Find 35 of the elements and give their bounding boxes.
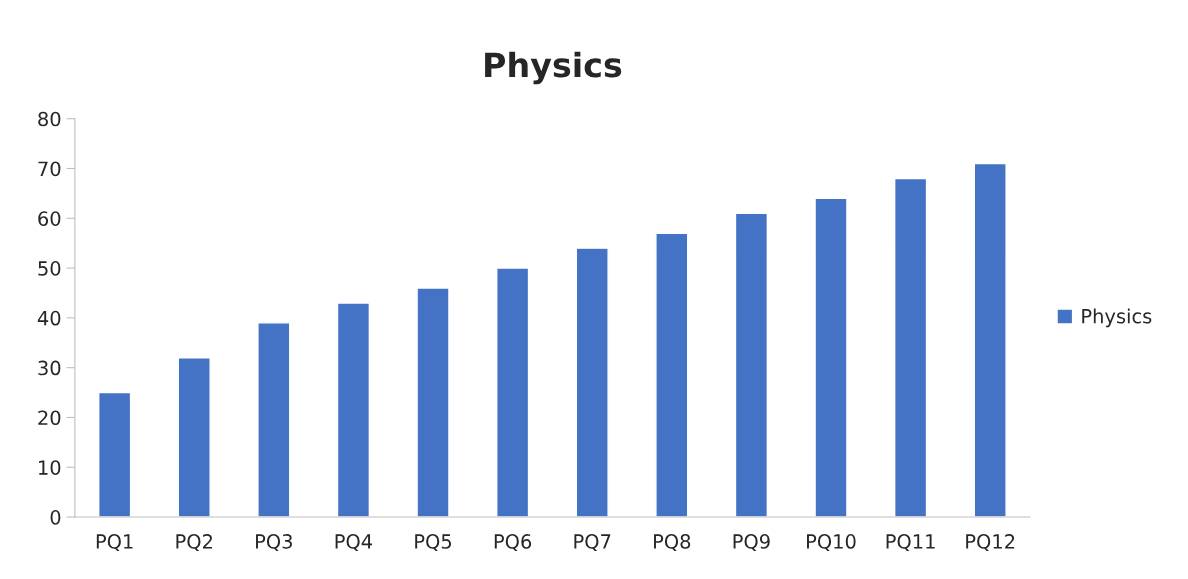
bar xyxy=(336,302,371,518)
bar xyxy=(177,357,211,518)
x-tick-label: PQ7 xyxy=(574,534,611,551)
x-tick-label: PQ8 xyxy=(654,534,691,551)
x-tick-label: PQ11 xyxy=(886,534,935,551)
x-tick-label: PQ10 xyxy=(807,534,856,551)
y-tick-label: 70 xyxy=(38,161,61,177)
x-tick-label: PQ3 xyxy=(256,534,292,551)
bar xyxy=(575,247,609,518)
x-tick-label: PQ9 xyxy=(733,534,770,551)
x-tick-label: PQ1 xyxy=(96,534,133,551)
bar xyxy=(257,322,291,518)
chart-title: Physics xyxy=(485,51,622,85)
bar xyxy=(893,177,928,518)
y-tick-label: 10 xyxy=(39,460,61,475)
y-tick-label: 0 xyxy=(50,510,61,525)
bar xyxy=(98,391,132,518)
y-tick-label: 40 xyxy=(37,310,61,326)
y-tick-label: 50 xyxy=(38,261,61,276)
x-tick-label: PQ12 xyxy=(966,534,1015,551)
bar xyxy=(416,287,450,518)
bar xyxy=(655,232,689,518)
x-tick-label: PQ5 xyxy=(415,534,452,551)
legend-label: Physics xyxy=(1082,308,1152,328)
bar xyxy=(973,162,1007,518)
x-tick-label: PQ6 xyxy=(494,534,532,551)
y-tick-label: 20 xyxy=(38,410,61,426)
x-tick-label: PQ2 xyxy=(176,534,212,551)
y-tick-label: 80 xyxy=(38,111,61,127)
y-tick-label: 60 xyxy=(38,211,61,226)
bar xyxy=(814,197,848,518)
x-tick-label: PQ4 xyxy=(335,534,373,551)
bar xyxy=(496,267,530,518)
bar xyxy=(734,212,769,518)
y-tick-label: 30 xyxy=(38,360,61,376)
